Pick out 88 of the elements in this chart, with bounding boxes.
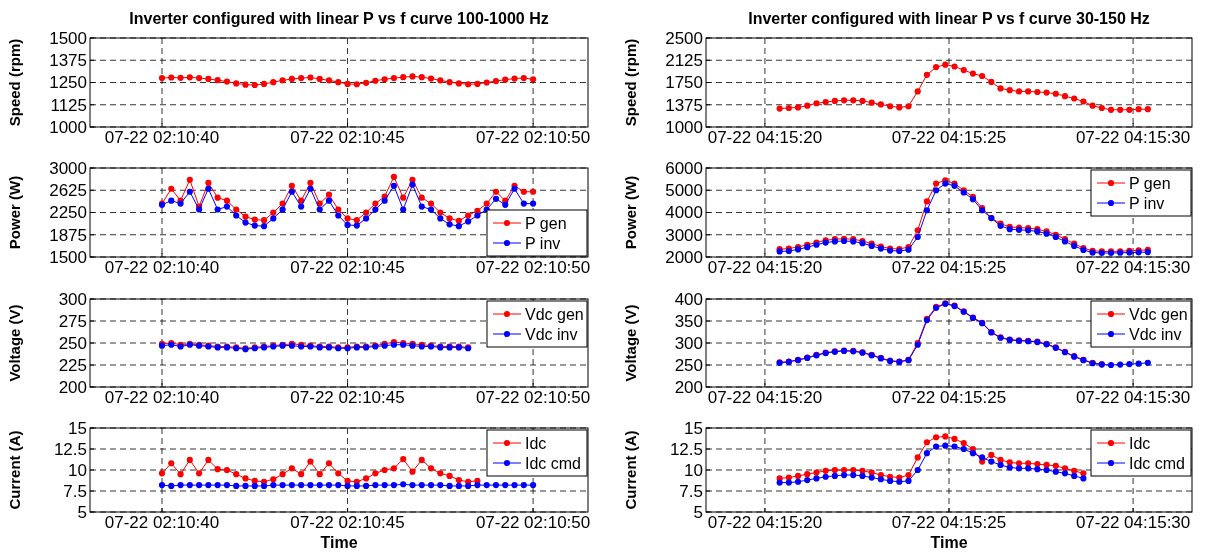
- x-tick-label: 07-22 02:10:50: [475, 388, 591, 407]
- y-axis-title: Power (W): [622, 175, 639, 250]
- x-tick-label: 07-22 04:15:25: [891, 513, 1007, 532]
- x-tick-label: 07-22 04:15:20: [707, 128, 823, 147]
- x-tick-label: 07-22 04:15:25: [891, 388, 1007, 407]
- x-tick-label: 07-22 02:10:40: [104, 258, 220, 277]
- y-axis-title: Current (A): [6, 430, 23, 510]
- x-tick-label: 07-22 04:15:25: [891, 258, 1007, 277]
- y-tick-label: 275: [58, 311, 87, 331]
- y-axis-title: Current (A): [622, 430, 639, 510]
- y-tick-label: 1250: [49, 73, 87, 93]
- y-tick-label: 5000: [665, 181, 703, 201]
- x-tick-label: 07-22 02:10:45: [290, 258, 405, 277]
- y-tick-label: 1500: [49, 247, 87, 267]
- y-tick-label: 200: [674, 377, 703, 397]
- y-tick-label: 1000: [49, 117, 87, 137]
- legend-label: P inv: [525, 234, 561, 252]
- x-tick-label: 07-22 04:15:30: [1075, 513, 1191, 532]
- legend-label: Idc: [525, 434, 547, 452]
- y-tick-label: 400: [674, 289, 703, 309]
- legend-label: P gen: [1129, 174, 1171, 192]
- y-tick-label: 1500: [49, 28, 87, 48]
- y-tick-label: 5: [77, 502, 87, 522]
- y-tick-label: 300: [58, 289, 87, 309]
- x-tick-label: 07-22 04:15:30: [1075, 258, 1191, 277]
- y-axis-title: Speed (rpm): [6, 38, 23, 127]
- y-tick-label: 15: [68, 418, 87, 438]
- x-tick-label: 07-22 04:15:25: [891, 128, 1007, 147]
- x-axis-title: Time: [320, 534, 358, 551]
- legend-label: Vdc inv: [1129, 325, 1182, 343]
- y-tick-label: 1375: [665, 95, 703, 115]
- y-tick-label: 2625: [49, 181, 87, 201]
- x-tick-label: 07-22 04:15:30: [1075, 128, 1191, 147]
- y-tick-label: 2500: [665, 28, 703, 48]
- legend-label: Idc: [1129, 434, 1151, 452]
- x-tick-label: 07-22 04:15:30: [1075, 388, 1191, 407]
- y-tick-label: 2000: [665, 247, 703, 267]
- y-tick-label: 6000: [665, 158, 703, 178]
- legend-label: P gen: [525, 214, 567, 232]
- y-axis-title: Voltage (V): [622, 304, 639, 382]
- x-tick-label: 07-22 02:10:40: [104, 128, 220, 147]
- y-tick-label: 300: [674, 333, 703, 353]
- y-tick-label: 7.5: [63, 481, 87, 501]
- y-tick-label: 10: [684, 460, 703, 480]
- y-axis-title: Voltage (V): [6, 304, 23, 382]
- y-tick-label: 10: [68, 460, 87, 480]
- y-tick-label: 1875: [49, 225, 87, 245]
- y-tick-label: 200: [58, 377, 87, 397]
- y-tick-label: 1750: [665, 73, 703, 93]
- x-tick-label: 07-22 04:15:20: [707, 258, 823, 277]
- chart-title: Inverter configured with linear P vs f curve 100-1000 Hz: [129, 10, 549, 27]
- x-tick-label: 07-22 02:10:45: [290, 513, 405, 532]
- y-tick-label: 3000: [665, 225, 703, 245]
- x-tick-label: 07-22 02:10:50: [475, 128, 591, 147]
- x-axis-title: Time: [930, 534, 968, 551]
- legend-label: P inv: [1129, 194, 1165, 212]
- x-tick-label: 07-22 04:15:20: [707, 513, 823, 532]
- y-tick-label: 2125: [665, 51, 703, 71]
- x-tick-label: 07-22 02:10:50: [475, 258, 591, 277]
- y-tick-label: 12.5: [669, 439, 703, 459]
- y-axis-title: Power (W): [6, 175, 23, 250]
- x-tick-label: 07-22 02:10:45: [290, 388, 405, 407]
- y-axis-title: Speed (rpm): [622, 38, 639, 127]
- x-tick-label: 07-22 02:10:45: [290, 128, 405, 147]
- y-tick-label: 12.5: [53, 439, 87, 459]
- y-tick-label: 3000: [49, 158, 87, 178]
- legend-label: Idc cmd: [1129, 454, 1186, 472]
- y-tick-label: 250: [674, 355, 703, 375]
- legend-label: Idc cmd: [525, 454, 582, 472]
- y-tick-label: 1375: [49, 51, 87, 71]
- legend-label: Vdc gen: [1129, 305, 1188, 323]
- x-tick-label: 07-22 02:10:40: [104, 513, 220, 532]
- legend-label: Vdc gen: [525, 305, 584, 323]
- chart-title: Inverter configured with linear P vs f curve 30-150 Hz: [748, 10, 1150, 27]
- y-tick-label: 5: [693, 502, 703, 522]
- x-tick-label: 07-22 04:15:20: [707, 388, 823, 407]
- y-tick-label: 250: [58, 333, 87, 353]
- y-tick-label: 225: [58, 355, 87, 375]
- y-tick-label: 7.5: [679, 481, 703, 501]
- legend-label: Vdc inv: [525, 325, 578, 343]
- x-tick-label: 07-22 02:10:40: [104, 388, 220, 407]
- y-tick-label: 1000: [665, 117, 703, 137]
- x-tick-label: 07-22 02:10:50: [475, 513, 591, 532]
- y-tick-label: 2250: [49, 203, 87, 223]
- y-tick-label: 350: [674, 311, 703, 331]
- y-tick-label: 4000: [665, 203, 703, 223]
- y-tick-label: 1125: [50, 95, 87, 115]
- y-tick-label: 15: [684, 418, 703, 438]
